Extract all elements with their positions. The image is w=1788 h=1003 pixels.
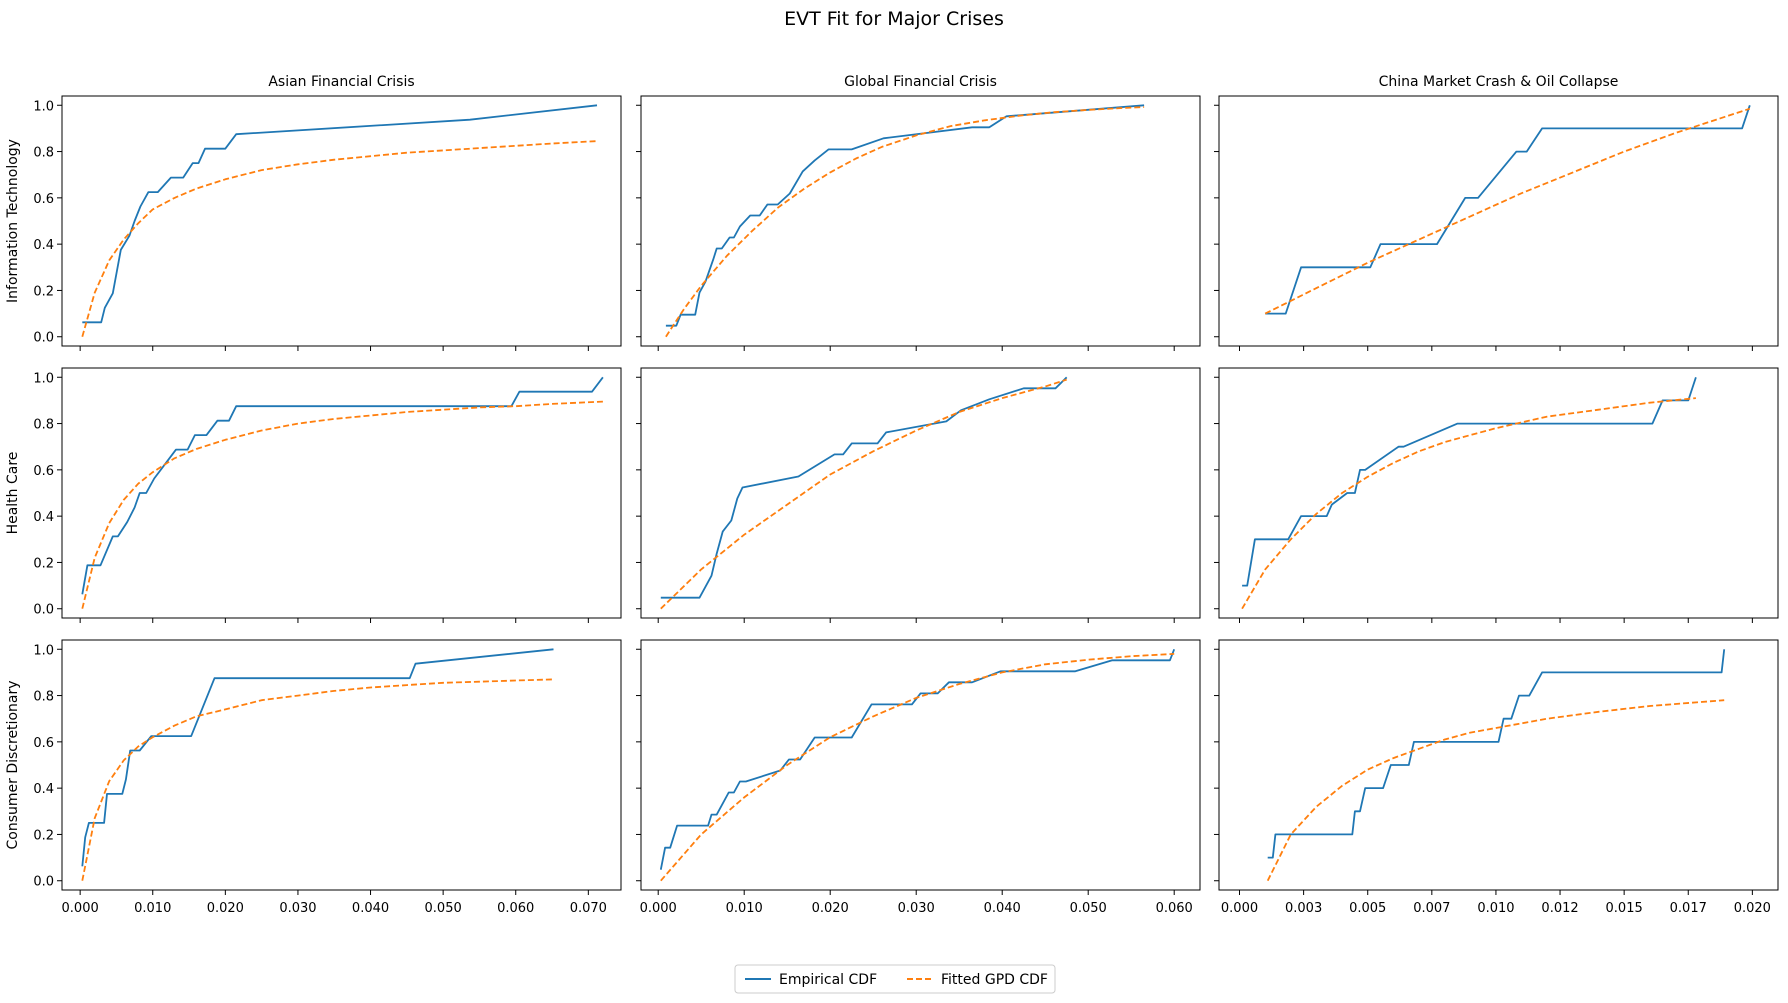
- panel-r0-c0: 0.0 0.2 0.4 0.6 0.8 1.0 Asian Financial Crisis…: [5, 74, 622, 351]
- axes-frame: [640, 367, 1201, 619]
- row-label: Consumer Discretionary: [5, 681, 21, 850]
- panel-r0-c2: China Market Crash & Oil Collapse: [1214, 74, 1779, 351]
- legend-label-empirical: Empirical CDF: [779, 972, 877, 988]
- axes-frame: [1218, 95, 1779, 347]
- y-tick-label: 1.0: [33, 643, 54, 658]
- column-title: Global Financial Crisis: [844, 74, 997, 90]
- panel-r2-c2: 0.000 0.003 0.005 0.007 0.010 0.012 0.015 0.017…: [1214, 639, 1779, 916]
- x-tick-label: 0.020: [1734, 901, 1771, 916]
- x-tick-label: 0.050: [425, 901, 462, 916]
- y-tick-label: 0.4: [33, 238, 54, 253]
- panel-r1-c1: [636, 367, 1201, 623]
- series-line-empirical-cdf: [81, 648, 554, 867]
- x-tick-label: 0.005: [1349, 901, 1386, 916]
- x-tick-label: 0.003: [1285, 901, 1322, 916]
- series-line-fitted-gpd-cdf: [81, 678, 554, 881]
- y-tick-label: 0.0: [33, 875, 54, 890]
- x-tick-label: 0.010: [726, 901, 763, 916]
- column-title: China Market Crash & Oil Collapse: [1379, 74, 1619, 90]
- series-line-empirical-cdf: [1242, 377, 1697, 587]
- series-line-empirical-cdf: [1265, 105, 1751, 315]
- series-line-empirical-cdf: [81, 376, 604, 595]
- x-tick-label: 0.010: [134, 901, 171, 916]
- series-line-fitted-gpd-cdf: [81, 140, 598, 337]
- x-tick-label: 0.050: [1070, 901, 1107, 916]
- x-tick-label: 0.000: [640, 901, 677, 916]
- x-tick-label: 0.060: [1156, 901, 1193, 916]
- axes-frame: [61, 639, 622, 891]
- x-tick-label: 0.017: [1670, 901, 1707, 916]
- series-line-fitted-gpd-cdf: [660, 653, 1175, 882]
- legend-frame: [734, 964, 1056, 994]
- figure-title: EVT Fit for Major Crises: [784, 8, 1004, 30]
- y-tick-label: 1.0: [33, 99, 54, 114]
- panel-r1-c0: 0.0 0.2 0.4 0.6 0.8 1.0 Health Care: [5, 367, 622, 623]
- row-label: Health Care: [5, 452, 21, 535]
- series-line-empirical-cdf: [659, 648, 1176, 870]
- x-tick-label: 0.012: [1541, 901, 1578, 916]
- axes-frame: [1218, 367, 1779, 619]
- series-line-fitted-gpd-cdf: [660, 378, 1067, 610]
- x-tick-label: 0.060: [497, 901, 534, 916]
- panel-r1-c2: [1214, 367, 1779, 623]
- panel-r2-c1: 0.000 0.010 0.020 0.030 0.040 0.050 0.060: [636, 639, 1201, 916]
- x-tick-label: 0.020: [207, 901, 244, 916]
- y-tick-label: 0.4: [33, 510, 54, 525]
- axes-frame: [1218, 639, 1779, 891]
- axes-frame: [640, 95, 1201, 347]
- series-line-fitted-gpd-cdf: [1241, 397, 1696, 610]
- subplot-grid: 0.0 0.2 0.4 0.6 0.8 1.0 Asian Financial Crisis…: [5, 74, 1779, 916]
- legend: Empirical CDF Fitted GPD CDF: [734, 964, 1056, 994]
- y-tick-label: 0.2: [33, 284, 54, 299]
- y-tick-label: 0.8: [33, 146, 54, 161]
- x-tick-label: 0.000: [62, 901, 99, 916]
- x-tick-label: 0.030: [279, 901, 316, 916]
- y-tick-label: 0.6: [33, 192, 54, 207]
- y-tick-label: 0.2: [33, 556, 54, 571]
- series-line-fitted-gpd-cdf: [1266, 699, 1725, 882]
- y-tick-label: 0.0: [33, 331, 54, 346]
- x-tick-label: 0.030: [898, 901, 935, 916]
- x-tick-label: 0.040: [984, 901, 1021, 916]
- series-line-fitted-gpd-cdf: [81, 400, 603, 609]
- x-tick-label: 0.010: [1477, 901, 1514, 916]
- series-line-fitted-gpd-cdf: [1264, 107, 1751, 315]
- y-tick-label: 0.6: [33, 736, 54, 751]
- series-line-empirical-cdf: [1267, 649, 1726, 859]
- axes-frame: [61, 95, 622, 347]
- x-tick-label: 0.000: [1221, 901, 1258, 916]
- series-line-empirical-cdf: [660, 376, 1068, 599]
- panel-r2-c0: 0.0 0.2 0.4 0.6 0.8 1.0 0.000 0.010 0.020 0.030 0.…: [5, 639, 622, 916]
- panel-r0-c1: Global Financial Crisis: [636, 74, 1201, 351]
- x-tick-label: 0.020: [812, 901, 849, 916]
- y-tick-label: 0.8: [33, 690, 54, 705]
- series-line-fitted-gpd-cdf: [665, 106, 1145, 338]
- x-tick-label: 0.007: [1413, 901, 1450, 916]
- y-tick-label: 0.6: [33, 464, 54, 479]
- series-line-empirical-cdf: [82, 104, 598, 324]
- x-tick-label: 0.070: [570, 901, 607, 916]
- y-tick-label: 0.4: [33, 782, 54, 797]
- y-tick-label: 0.2: [33, 828, 54, 843]
- axes-frame: [61, 367, 622, 619]
- y-tick-label: 1.0: [33, 371, 54, 386]
- x-tick-label: 0.040: [352, 901, 389, 916]
- y-tick-label: 0.0: [33, 603, 54, 618]
- series-line-empirical-cdf: [665, 104, 1145, 327]
- axes-frame: [640, 639, 1201, 891]
- column-title: Asian Financial Crisis: [268, 74, 414, 90]
- x-tick-label: 0.015: [1606, 901, 1643, 916]
- legend-label-fitted: Fitted GPD CDF: [941, 972, 1048, 988]
- row-label: Information Technology: [5, 139, 21, 303]
- y-tick-label: 0.8: [33, 418, 54, 433]
